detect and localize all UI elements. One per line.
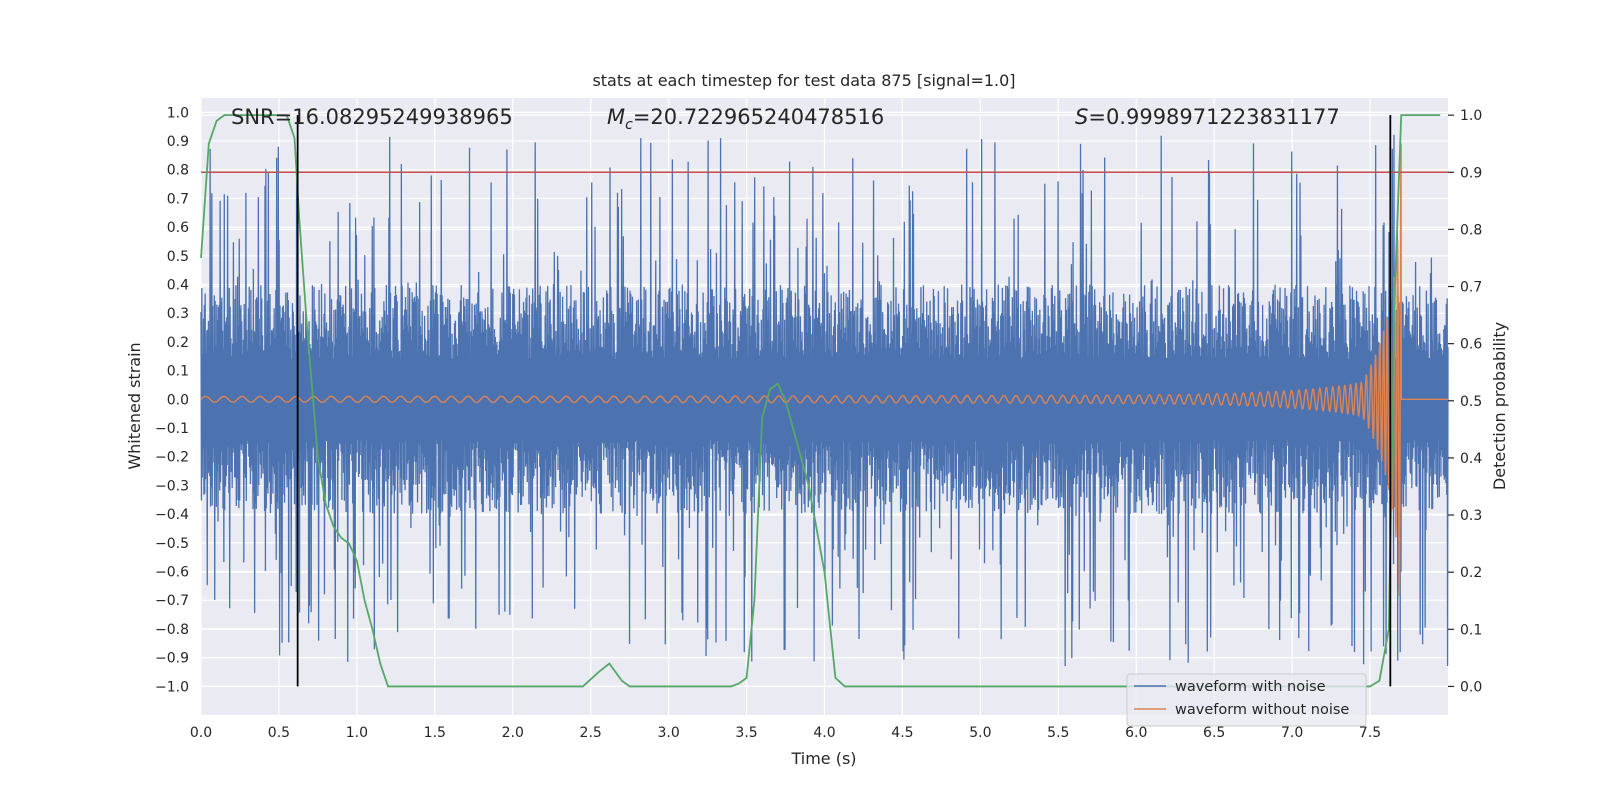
y-tick-label-1: 0.9 [167, 134, 189, 150]
y2-tick-label-7: 0.3 [1460, 508, 1482, 524]
chirp-mass-annotation: Mc=20.722965240478516 [607, 105, 884, 133]
x-tick-label-12: 6.0 [1125, 725, 1147, 741]
x-tick-label-9: 4.5 [891, 725, 913, 741]
chirp-mass-symbol: M [607, 105, 625, 129]
y2-tick-label-2: 0.8 [1460, 222, 1482, 238]
y-tick-label-18: −0.8 [155, 622, 189, 638]
y-tick-label-15: −0.5 [155, 536, 189, 552]
s-value: =0.9998971223831177 [1088, 105, 1339, 129]
x-tick-label-4: 2.0 [502, 725, 524, 741]
y-tick-label-5: 0.5 [167, 249, 189, 265]
x-tick-label-14: 7.0 [1281, 725, 1303, 741]
y2-tick-label-0: 1.0 [1460, 108, 1482, 124]
y2-axis-ticks: 1.0 0.9 0.8 0.7 0.6 0.5 0.4 0.3 0.2 0.1 0.0 [1448, 108, 1482, 695]
x-axis-ticks: 0.0 0.5 1.0 1.5 2.0 2.5 3.0 3.5 4.0 4.5 5.0 5.5 6.0 6… [190, 725, 1381, 741]
legend-label-clean: waveform without noise [1175, 702, 1349, 718]
s-annotation: S=0.9998971223831177 [1075, 105, 1340, 129]
vertical-markers [296, 115, 1392, 687]
x-tick-label-0: 0.0 [190, 725, 212, 741]
y-tick-label-10: 0.0 [167, 392, 189, 408]
y-tick-label-11: −0.1 [155, 421, 189, 437]
legend-label-noisy: waveform with noise [1175, 679, 1326, 695]
noisy-waveform-line [200, 134, 1449, 667]
x-tick-label-15: 7.5 [1359, 725, 1381, 741]
y-tick-label-3: 0.7 [167, 191, 189, 207]
y-tick-label-16: −0.6 [155, 565, 189, 581]
x-tick-label-5: 2.5 [580, 725, 602, 741]
x-tick-label-3: 1.5 [424, 725, 446, 741]
y2-axis-label: Detection probability [1490, 322, 1509, 490]
y2-tick-label-8: 0.2 [1460, 565, 1482, 581]
y-tick-label-13: −0.3 [155, 478, 189, 494]
y2-tick-label-1: 0.9 [1460, 165, 1482, 181]
y-tick-label-0: 1.0 [167, 105, 189, 121]
x-tick-label-13: 6.5 [1203, 725, 1225, 741]
snr-annotation: SNR=16.08295249938965 [231, 105, 513, 129]
y-tick-label-17: −0.7 [155, 593, 189, 609]
y2-tick-label-3: 0.7 [1460, 280, 1482, 296]
x-tick-label-6: 3.0 [657, 725, 679, 741]
x-tick-label-11: 5.5 [1047, 725, 1069, 741]
noisy-waveform [200, 134, 1449, 667]
chirp-mass-subscript: c [625, 117, 633, 133]
y-axis-ticks: 1.0 0.9 0.8 0.7 0.6 0.5 0.4 0.3 0.2 0.1 0.0 −0.1 −0.… [155, 105, 189, 695]
clean-waveform [200, 143, 1448, 597]
y-tick-label-4: 0.6 [167, 220, 189, 236]
legend: waveform with noise waveform without noi… [1126, 673, 1367, 727]
y2-tick-label-9: 0.1 [1460, 622, 1482, 638]
y-tick-label-14: −0.4 [155, 507, 189, 523]
y-tick-label-6: 0.4 [167, 278, 189, 294]
y-tick-label-9: 0.1 [167, 364, 189, 380]
y2-tick-label-6: 0.4 [1460, 451, 1482, 467]
chart-title: stats at each timestep for test data 875… [592, 71, 1015, 90]
y-tick-label-12: −0.2 [155, 450, 189, 466]
y-tick-label-2: 0.8 [167, 163, 189, 179]
s-symbol: S [1075, 105, 1088, 129]
y-tick-label-7: 0.3 [167, 306, 189, 322]
x-tick-label-2: 1.0 [346, 725, 368, 741]
legend-box [1126, 673, 1367, 727]
y2-tick-label-10: 0.0 [1460, 679, 1482, 695]
x-axis-label: Time (s) [790, 749, 856, 768]
chirp-mass-value: =20.722965240478516 [633, 105, 884, 129]
x-tick-label-8: 4.0 [813, 725, 835, 741]
y-tick-label-20: −1.0 [155, 679, 189, 695]
x-tick-label-1: 0.5 [268, 725, 290, 741]
clean-waveform-line [200, 143, 1448, 597]
y2-tick-label-5: 0.5 [1460, 394, 1482, 410]
y-axis-label: Whitened strain [125, 342, 144, 469]
x-tick-label-10: 5.0 [969, 725, 991, 741]
x-tick-label-7: 3.5 [735, 725, 757, 741]
y-tick-label-19: −0.9 [155, 651, 189, 667]
y2-tick-label-4: 0.6 [1460, 337, 1482, 353]
y-tick-label-8: 0.2 [167, 335, 189, 351]
